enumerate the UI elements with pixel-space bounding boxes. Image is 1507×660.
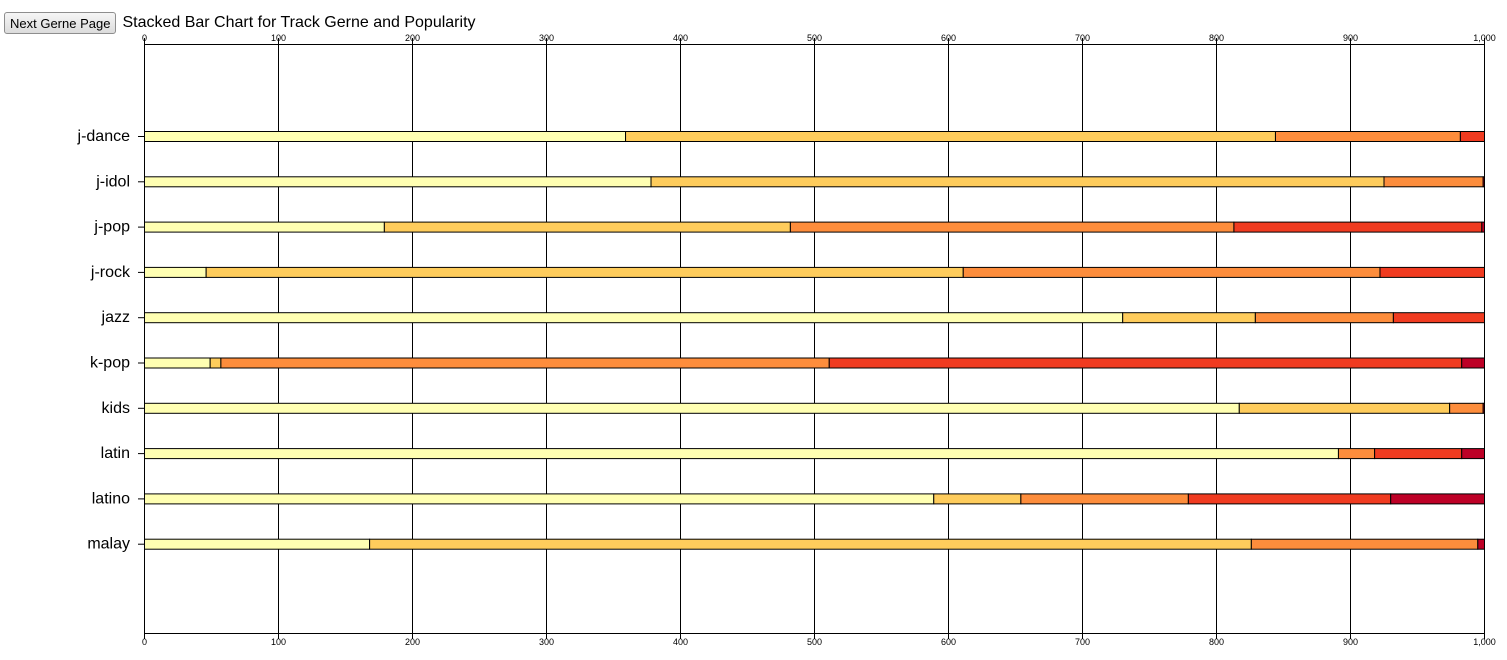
- bar-segment-latino-2: [933, 493, 1022, 505]
- top-axis-tick-label: 800: [1209, 33, 1224, 43]
- bar-segment-j-rock-4: [1379, 266, 1485, 278]
- bar-segment-latino-5: [1390, 493, 1485, 505]
- bottom-axis-tick-label: 200: [405, 637, 420, 647]
- bar-segment-latin-5: [1461, 448, 1485, 460]
- bar-segment-j-dance-1: [144, 131, 627, 142]
- category-label: malay: [87, 536, 130, 553]
- category-labels: j-dance j-idol j-pop j-rock jazz k-pop kids lat…: [77, 128, 144, 553]
- category-label: latino: [92, 490, 130, 507]
- top-axis-tick-label: 1,000: [1473, 33, 1496, 43]
- bar-segment-latin-4: [1374, 448, 1463, 460]
- bar-segment-jazz-3: [1254, 312, 1394, 324]
- category-label: j-idol: [95, 173, 130, 190]
- bottom-axis-tick-label: 0: [142, 637, 147, 647]
- bar-segment-kids-5: [1482, 402, 1486, 414]
- bar-segment-k-pop-5: [1461, 357, 1485, 369]
- chart-title: Stacked Bar Chart for Track Gerne and Po…: [122, 14, 476, 31]
- category-label: j-rock: [90, 264, 131, 281]
- bottom-axis-tick-label: 600: [941, 637, 956, 647]
- bar-segment-k-pop-2: [209, 357, 222, 369]
- bars: [144, 131, 1486, 550]
- bar-segment-j-pop-4: [1233, 221, 1483, 233]
- bar-segment-j-idol-5: [1482, 176, 1486, 188]
- category-label: j-dance: [77, 128, 131, 145]
- bottom-axis-tick-label: 700: [1075, 637, 1090, 647]
- category-label: jazz: [101, 309, 130, 326]
- top-axis-tick-label: 700: [1075, 33, 1090, 43]
- category-label: k-pop: [90, 355, 130, 372]
- bar-segment-k-pop-1: [144, 357, 211, 369]
- bottom-axis-tick-label: 300: [539, 637, 554, 647]
- category-label: j-pop: [93, 219, 130, 236]
- bar-segment-jazz-1: [144, 312, 1124, 324]
- bottom-axis-tick-label: 900: [1343, 637, 1358, 647]
- bar-segment-j-rock-1: [144, 266, 207, 278]
- bottom-axis-tick-label: 400: [673, 637, 688, 647]
- bar-segment-j-pop-5: [1481, 221, 1485, 233]
- bar-segment-j-idol-1: [144, 176, 652, 188]
- bottom-axis-tick-label: 500: [807, 637, 822, 647]
- axes: 0 0 100 100 200 200 300 300 400 400 500 500 600 600 70…: [142, 33, 1496, 647]
- bar-segment-j-dance-4: [1459, 131, 1486, 142]
- bar-segment-jazz-2: [1122, 312, 1256, 324]
- top-axis-tick-label: 200: [405, 33, 420, 43]
- bar-segment-j-pop-3: [789, 221, 1235, 233]
- bar-segment-latin-1: [144, 448, 1339, 460]
- top-bar: Next Gerne Page Stacked Bar Chart for Tr…: [4, 12, 476, 34]
- bar-segment-malay-2: [369, 538, 1252, 550]
- bar-segment-latino-3: [1020, 493, 1189, 505]
- top-axis-tick-label: 900: [1343, 33, 1358, 43]
- top-axis-tick-label: 100: [271, 33, 286, 43]
- top-axis-tick-label: 600: [941, 33, 956, 43]
- bar-segment-j-dance-3: [1274, 131, 1461, 142]
- category-label: kids: [102, 400, 130, 417]
- next-genre-page-button[interactable]: Next Gerne Page: [4, 12, 117, 34]
- bar-segment-malay-5: [1477, 538, 1486, 550]
- bar-segment-jazz-4: [1392, 312, 1486, 324]
- bar-segment-latin-3: [1337, 448, 1376, 460]
- category-label: latin: [101, 445, 130, 462]
- bar-segment-kids-1: [144, 402, 1240, 414]
- top-axis-tick-label: 500: [807, 33, 822, 43]
- bar-segment-malay-1: [144, 538, 371, 550]
- bar-segment-j-rock-3: [962, 266, 1381, 278]
- grid-lines: [144, 44, 1485, 633]
- bar-segment-k-pop-4: [828, 357, 1463, 369]
- bar-segment-latino-4: [1187, 493, 1392, 505]
- top-axis-tick-label: 0: [142, 33, 147, 43]
- bar-segment-k-pop-3: [220, 357, 830, 369]
- bar-segment-j-rock-2: [205, 266, 964, 278]
- bar-segment-j-pop-1: [144, 221, 385, 233]
- bar-segment-j-idol-3: [1383, 176, 1484, 188]
- bar-segment-kids-3: [1449, 402, 1484, 414]
- bottom-axis-tick-label: 100: [271, 637, 286, 647]
- bottom-axis-tick-label: 800: [1209, 637, 1224, 647]
- bar-segment-j-pop-2: [383, 221, 791, 233]
- bar-segment-j-idol-2: [650, 176, 1385, 188]
- bar-segment-malay-3: [1250, 538, 1479, 550]
- bar-segment-latino-1: [144, 493, 935, 505]
- bar-segment-j-dance-2: [625, 131, 1276, 142]
- bar-segment-kids-2: [1238, 402, 1451, 414]
- top-axis-tick-label: 400: [673, 33, 688, 43]
- bottom-axis-tick-label: 1,000: [1473, 637, 1496, 647]
- top-axis-tick-label: 300: [539, 33, 554, 43]
